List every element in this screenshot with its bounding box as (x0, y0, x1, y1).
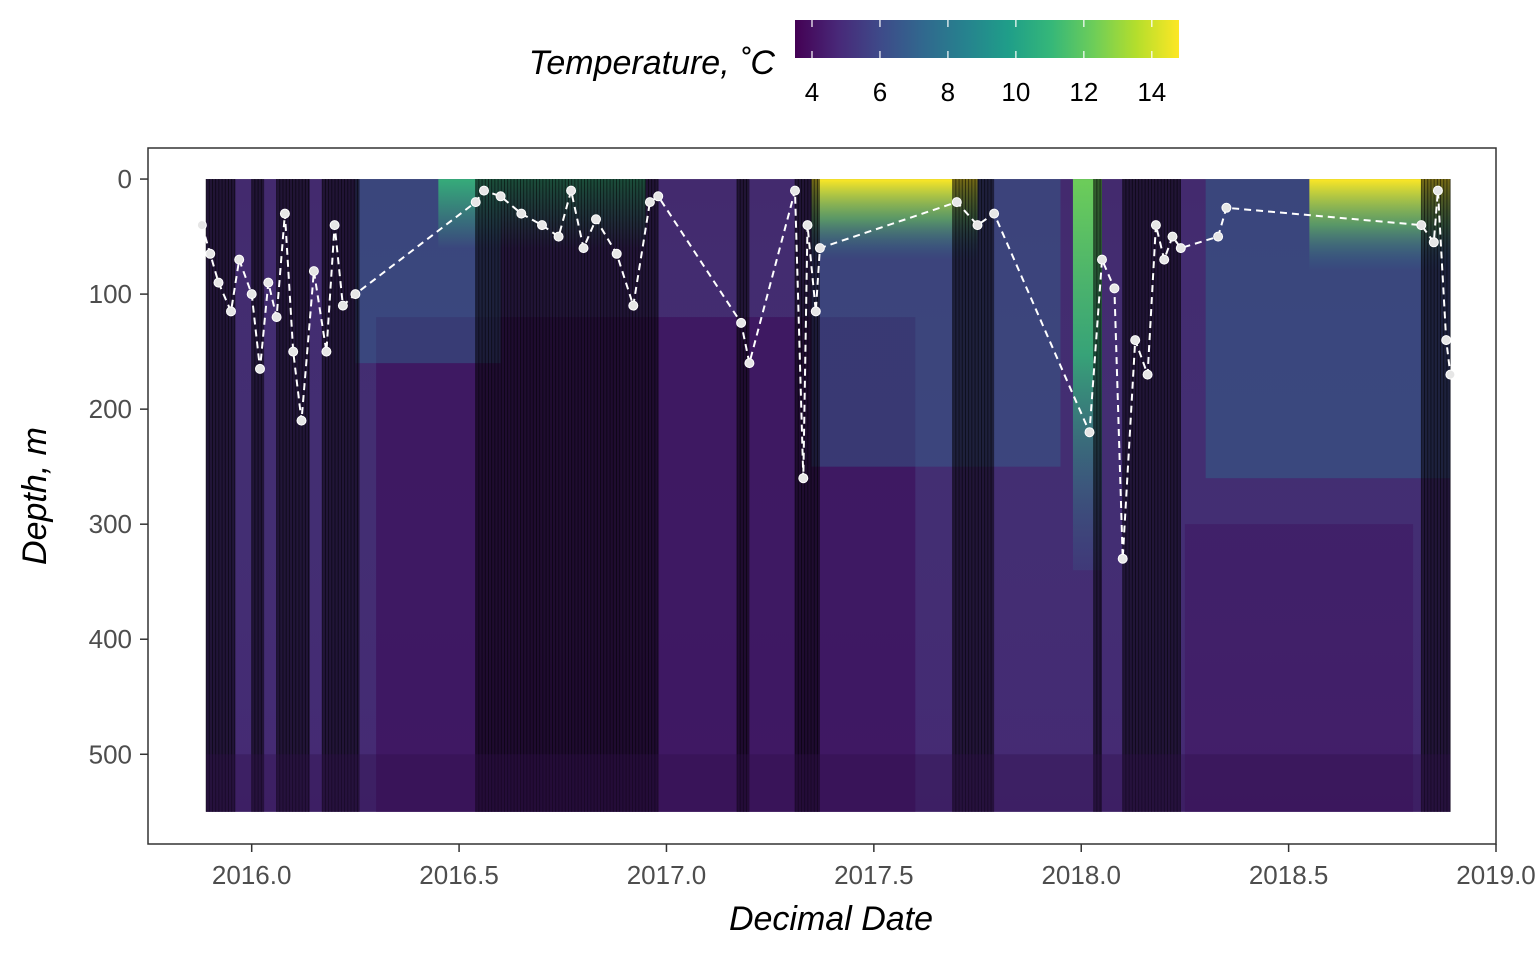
series-point (1445, 369, 1456, 380)
colorbar-tick-label: 10 (1001, 77, 1030, 107)
y-tick-label: 500 (89, 739, 132, 769)
series-point (288, 346, 299, 357)
x-tick-label: 2019.0 (1456, 860, 1536, 890)
series-point (1213, 231, 1224, 242)
heatmap (205, 179, 1451, 812)
y-axis: 0 100 200 300 400 500 (89, 164, 148, 769)
x-axis-title: Decimal Date (729, 900, 933, 938)
series-point (350, 289, 361, 300)
colorbar-tick-label: 12 (1069, 77, 1098, 107)
series-line (200, 189, 1452, 559)
series-point (1441, 335, 1452, 346)
series-point (802, 220, 813, 231)
series-point (537, 220, 547, 231)
series-point (213, 277, 224, 288)
series-point (1084, 427, 1095, 438)
series-point (495, 191, 506, 202)
series-point (255, 363, 265, 374)
series-point (479, 185, 489, 196)
colorbar (795, 20, 1179, 58)
colorbar-tick-label: 14 (1137, 77, 1166, 107)
series-point (1167, 231, 1178, 242)
series-point (591, 214, 601, 225)
series-point (1416, 220, 1427, 231)
series-point (196, 220, 207, 231)
series-point (329, 220, 340, 231)
series-point (246, 289, 257, 300)
y-tick-label: 400 (89, 624, 132, 654)
series-point (296, 415, 307, 426)
series-point (470, 197, 481, 208)
series-point (516, 208, 527, 219)
x-axis: 2016.0 2016.5 2017.0 2017.5 2018.0 2018.5 2019… (212, 844, 1536, 890)
legend-title: Temperature, ˚C (529, 44, 776, 82)
profile-band (276, 179, 310, 812)
series-point (1432, 185, 1443, 196)
profile-band (475, 179, 659, 812)
x-tick-label: 2017.0 (627, 860, 707, 890)
series-point (263, 277, 274, 288)
series-point (798, 473, 809, 484)
series-point (578, 243, 589, 254)
x-tick-label: 2016.0 (212, 860, 292, 890)
heatmap-bottom-layer (206, 754, 1451, 812)
series-point (972, 220, 983, 231)
series-point (279, 208, 290, 219)
plot-panel (147, 147, 1497, 845)
colorbar-ticks: 4 6 8 10 12 14 (805, 20, 1166, 107)
series-point (1221, 202, 1232, 213)
legend: Temperature, ˚C 4 6 8 10 12 14 (529, 20, 1179, 107)
y-axis-title: Depth, m (16, 427, 54, 565)
series-point (1142, 369, 1153, 380)
y-tick-label: 0 (118, 164, 132, 194)
x-tick-label: 2018.0 (1041, 860, 1121, 890)
series-point (810, 306, 821, 317)
profile-band (952, 179, 995, 812)
series-point (337, 300, 348, 311)
series-point (653, 191, 664, 202)
series-point (951, 197, 962, 208)
series-point (814, 243, 825, 254)
heatmap-cold-core (1184, 524, 1414, 812)
series-point (566, 185, 577, 196)
series-point (553, 231, 564, 242)
colorbar-tick-label: 4 (805, 77, 819, 107)
y-tick-label: 200 (89, 394, 132, 424)
series-point (1117, 553, 1128, 564)
series-point (271, 312, 282, 323)
profile-band (1093, 179, 1102, 812)
series-point (226, 306, 236, 317)
series-point (611, 248, 622, 259)
series-point (744, 358, 755, 369)
colorbar-tick-label: 8 (941, 77, 955, 107)
series-point (1428, 237, 1439, 248)
series-point (321, 346, 332, 357)
series-point (1159, 254, 1170, 265)
series-point (234, 254, 245, 265)
colorbar-tick-label: 6 (873, 77, 887, 107)
series-point (1150, 220, 1161, 231)
series-point (1130, 335, 1141, 346)
series-point (1109, 283, 1120, 294)
profile-band (206, 179, 236, 812)
panel-border (147, 147, 1497, 845)
heatmap-surface-patch (811, 179, 978, 260)
profile-series (196, 185, 1456, 564)
y-tick-label: 300 (89, 509, 132, 539)
series-point (1175, 243, 1186, 254)
y-tick-label: 100 (89, 279, 132, 309)
series-point (790, 185, 800, 196)
profile-band (1421, 179, 1451, 812)
x-tick-label: 2016.5 (419, 860, 499, 890)
x-tick-label: 2017.5 (834, 860, 914, 890)
x-tick-label: 2018.5 (1249, 860, 1329, 890)
series-point (628, 300, 639, 311)
series-point (308, 266, 319, 277)
series-point (644, 197, 655, 208)
series-point (205, 248, 216, 259)
series-point (1097, 254, 1107, 265)
series-point (736, 317, 747, 328)
series-point (989, 208, 1000, 219)
